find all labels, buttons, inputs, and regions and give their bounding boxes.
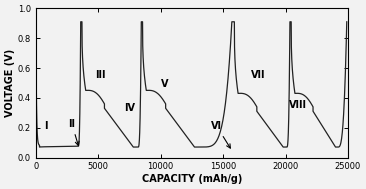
Text: V: V	[161, 79, 168, 89]
X-axis label: CAPACITY (mAh/g): CAPACITY (mAh/g)	[142, 174, 242, 184]
Y-axis label: VOLTAGE (V): VOLTAGE (V)	[5, 49, 15, 117]
Text: IV: IV	[124, 103, 135, 113]
Text: VI: VI	[211, 121, 230, 148]
Text: III: III	[96, 70, 106, 80]
Text: VII: VII	[251, 70, 265, 80]
Text: VIII: VIII	[289, 100, 307, 110]
Text: II: II	[68, 119, 79, 146]
Text: I: I	[44, 121, 48, 131]
